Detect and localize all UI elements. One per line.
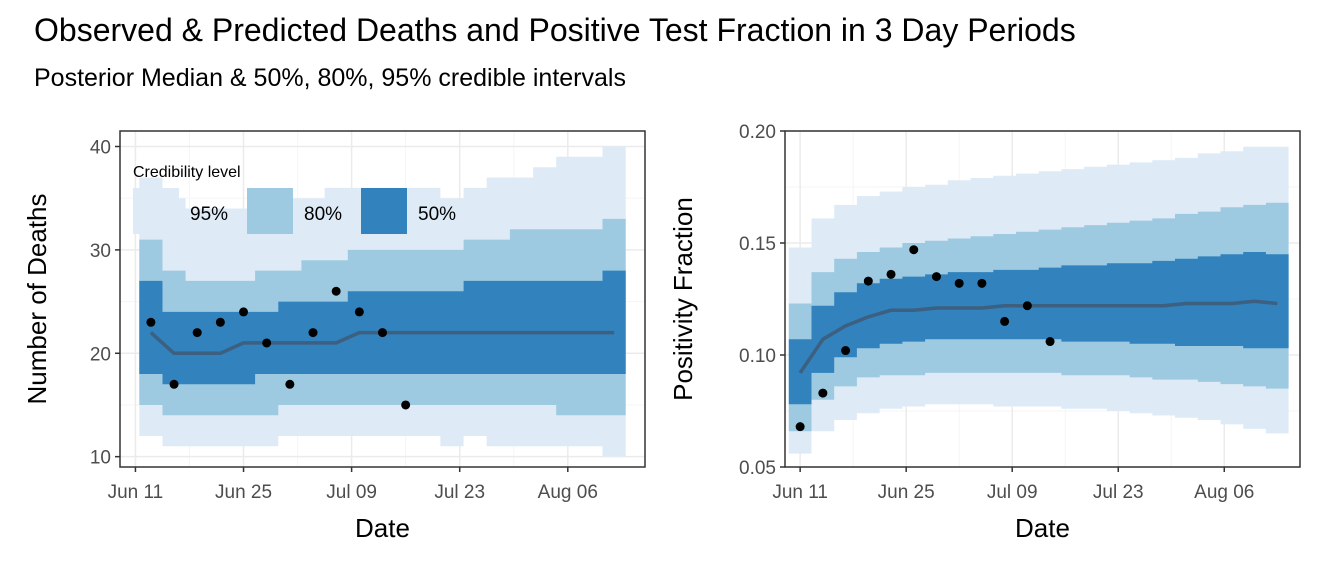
deaths-observed-point (192, 328, 202, 338)
figure-title: Observed & Predicted Deaths and Positive… (34, 12, 1076, 48)
deaths-bands (139, 146, 626, 457)
positivity-x-axis-title: Date (1015, 513, 1070, 543)
positivity-x-tick-label: Aug 06 (1194, 482, 1254, 503)
legend-title: Credibility level (133, 164, 241, 181)
positivity-panel-border (784, 130, 1301, 468)
legend-key-50 (361, 188, 407, 234)
positivity-observed-point (909, 245, 919, 255)
legend-label-80: 80% (304, 204, 342, 225)
positivity-observed-point (931, 272, 941, 282)
legend-key-80 (247, 188, 293, 234)
deaths-y-tick-label: 20 (90, 344, 111, 365)
deaths-observed-point (354, 307, 364, 317)
legend: Credibility level 95% 80% 50% (133, 164, 456, 234)
positivity-x-tick-label: Jul 23 (1093, 482, 1144, 503)
deaths-panel-border (119, 130, 646, 468)
deaths-observed-point (169, 379, 179, 389)
positivity-y-tick-label: 0.05 (739, 458, 776, 479)
positivity-observed-point (1045, 337, 1055, 347)
deaths-y-axis-title: Number of Deaths (22, 194, 52, 405)
deaths-y-tick-label: 30 (90, 241, 111, 262)
legend-label-95: 95% (190, 204, 228, 225)
deaths-x-tick-label: Jun 11 (108, 482, 164, 503)
legend-label-50: 50% (418, 204, 456, 225)
deaths-observed-point (378, 328, 387, 338)
positivity-observed-point (841, 346, 851, 356)
positivity-panel: 0.05 0.10 0.15 0.20 Jun 11 Jun 25 Jul 09 Jul 23… (668, 122, 1301, 543)
positivity-median-line (798, 299, 1278, 374)
deaths-panel: 10 20 30 40 Jun 11 Jun 25 Jul 09 Jul 23 Aug 06 Da… (22, 130, 646, 543)
positivity-observed-point (1000, 316, 1010, 326)
deaths-observed-point (331, 286, 341, 296)
deaths-observed-point (401, 400, 411, 410)
deaths-y-tick-label: 10 (90, 448, 111, 469)
deaths-observed-point (285, 379, 295, 389)
deaths-observed-point (308, 328, 318, 338)
positivity-y-tick-label: 0.20 (739, 122, 776, 143)
positivity-band-50 (788, 252, 1289, 405)
positivity-x-tick-label: Jun 11 (772, 482, 828, 503)
deaths-x-tick-label: Jul 09 (326, 482, 377, 503)
deaths-y-tick-label: 40 (90, 138, 111, 159)
positivity-observed-point (863, 276, 873, 286)
positivity-observed-point (1022, 301, 1032, 311)
positivity-observed-point (886, 269, 896, 279)
deaths-band-50 (139, 270, 626, 385)
positivity-observed-point (795, 422, 805, 432)
positivity-y-tick-label: 0.10 (739, 346, 776, 367)
positivity-x-tick-label: Jul 09 (987, 482, 1038, 503)
deaths-x-axis-title: Date (355, 513, 410, 543)
deaths-observed-point (215, 317, 225, 327)
positivity-bands (788, 146, 1289, 454)
positivity-observed-point (977, 278, 987, 288)
figure-subtitle: Posterior Median & 50%, 80%, 95% credibl… (34, 64, 626, 92)
legend-key-95 (133, 188, 179, 234)
deaths-observed-point (262, 338, 272, 348)
positivity-x-tick-label: Jun 25 (878, 482, 935, 503)
positivity-y-tick-label: 0.15 (739, 234, 776, 255)
positivity-observed-point (818, 388, 828, 398)
deaths-observed-point (239, 307, 249, 317)
deaths-x-tick-label: Jul 23 (434, 482, 485, 503)
deaths-x-tick-label: Aug 06 (538, 482, 598, 503)
deaths-x-tick-label: Jun 25 (215, 482, 272, 503)
positivity-observed-point (954, 278, 964, 288)
deaths-observed-point (146, 317, 156, 327)
positivity-y-axis-title: Positivity Fraction (668, 197, 698, 401)
